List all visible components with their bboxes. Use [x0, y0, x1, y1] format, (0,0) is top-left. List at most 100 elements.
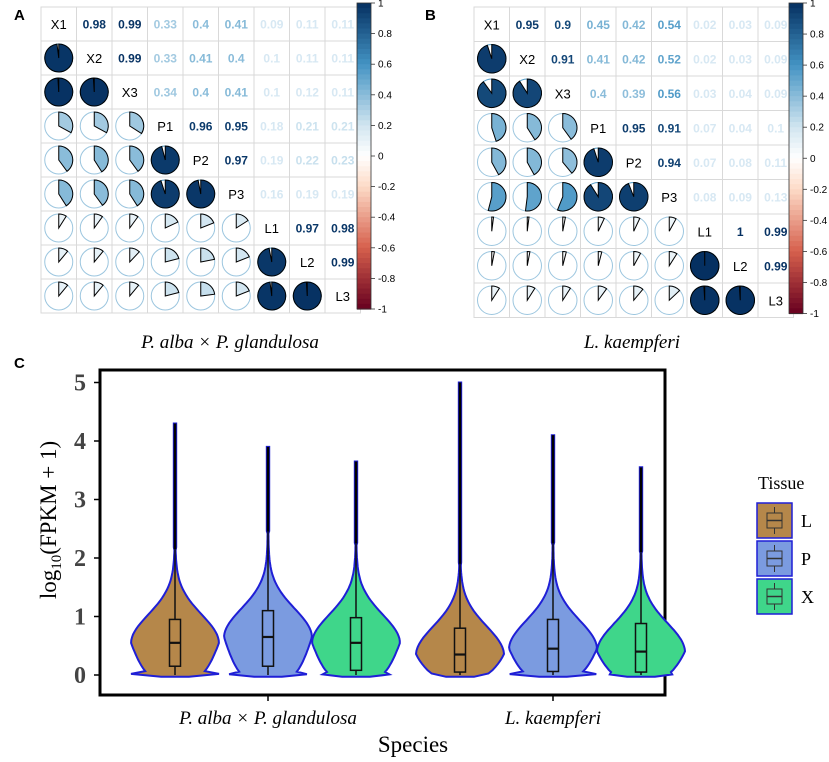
colorbar-segment	[789, 282, 803, 289]
colorbar-segment	[789, 132, 803, 139]
pie-wedge	[129, 145, 145, 173]
tissue-legend-title: Tissue	[758, 473, 804, 493]
colorbar-segment	[789, 65, 803, 71]
colorbar-segment	[357, 59, 371, 65]
pie-wedge	[690, 285, 720, 315]
colorbar-segment	[789, 308, 803, 315]
pie-wedge	[512, 78, 542, 108]
pie-wedge	[200, 213, 215, 229]
pie-wedge	[526, 112, 542, 141]
colorbar-segment	[789, 13, 803, 20]
y-axis-title-rest: (FPKM + 1)	[36, 441, 61, 555]
pie-wedge	[292, 281, 322, 311]
colorbar-segment	[357, 145, 371, 152]
pie-wedge	[597, 285, 608, 302]
coef-label: 0.42	[622, 18, 646, 32]
colorbar-segment	[789, 28, 803, 35]
pie-wedge	[235, 247, 250, 263]
y-axis-title: log10(FPKM + 1)	[36, 441, 65, 599]
colorbar-segment	[789, 292, 803, 299]
colorbar-segment	[357, 196, 371, 203]
coef-label: 0.95	[516, 18, 540, 32]
coef-label: 0.99	[118, 18, 142, 32]
colorbar-segment	[789, 96, 803, 102]
coef-label: 0.96	[189, 120, 213, 134]
pie-wedge	[597, 250, 603, 266]
coef-label: 0.11	[331, 86, 354, 100]
pie-wedge	[164, 247, 180, 263]
coef-label: 0.41	[225, 86, 249, 100]
pie-wedge	[562, 147, 578, 174]
colorbar-segment	[357, 54, 371, 60]
colorbar-tick-label: 1	[810, 0, 816, 10]
colorbar-segment	[789, 3, 803, 9]
y-axis-title-subscript: 10	[49, 555, 65, 570]
coef-label: 0.1	[263, 86, 280, 100]
pie-wedge	[93, 247, 104, 264]
coef-label: 0.19	[296, 188, 320, 202]
colorbar-segment	[789, 215, 803, 221]
colorbar-segment	[789, 147, 803, 154]
pie-wedge	[235, 213, 249, 229]
colorbar-segment	[357, 201, 371, 208]
coef-label: 0.08	[693, 190, 717, 204]
colorbar-segment	[357, 23, 371, 30]
coef-label: 0.54	[658, 18, 682, 32]
pie-wedge	[562, 250, 567, 266]
colorbar-segment	[789, 277, 803, 284]
colorbar-tick-label: 0	[378, 152, 384, 163]
pie-wedge	[526, 147, 542, 176]
colorbar-segment	[357, 258, 371, 264]
colorbar-segment	[357, 263, 371, 269]
colorbar-segment	[357, 125, 371, 132]
colorbar-segment	[789, 189, 803, 196]
pie-wedge	[257, 281, 287, 311]
colorbar-segment	[789, 272, 803, 278]
coef-label: 0.39	[622, 87, 646, 101]
correlation-matrix-b: X1 0.95 0.9 0.45 0.42 0.54 0.02 0.03 0.09 X2 0.91 0…	[473, 6, 794, 318]
colorbar-tick-label: -0.6	[378, 243, 396, 254]
pie-wedge	[491, 112, 507, 142]
colorbar-segment	[789, 85, 803, 92]
coef-label: 0.22	[296, 154, 320, 168]
coef-label: 0.09	[764, 87, 788, 101]
pie-wedge	[58, 281, 69, 298]
tissue-legend: LPX	[756, 502, 814, 615]
colorbar-segment	[357, 176, 371, 183]
colorbar-tick-label: -0.8	[378, 274, 396, 285]
pie-wedge	[477, 78, 507, 108]
colorbar-segment	[357, 207, 371, 213]
y-axis-title-base: log	[36, 569, 61, 599]
coef-label: 0.41	[587, 52, 611, 66]
pie-wedge	[491, 216, 495, 232]
pie-wedge	[235, 281, 250, 297]
colorbar-tick-label: 0.4	[378, 90, 392, 101]
variable-label-L3: L3	[769, 293, 783, 308]
pie-wedge	[93, 179, 109, 207]
colorbar-segment	[789, 158, 803, 165]
colorbar-segment	[357, 94, 371, 101]
coef-label: 0.99	[331, 256, 355, 270]
colorbar-segment	[357, 217, 371, 223]
correlation-matrix-a: X1 0.98 0.99 0.33 0.4 0.41 0.09 0.11 0.11 X2 0.99 0…	[40, 6, 361, 314]
colorbar-segment	[789, 303, 803, 309]
colorbar-segment	[789, 23, 803, 30]
colorbar-segment	[357, 64, 371, 70]
box-P	[261, 609, 275, 667]
pie-wedge	[689, 250, 720, 281]
colorbar-segment	[789, 137, 803, 144]
coef-label: 0.91	[551, 52, 575, 66]
coef-label: 0.4	[590, 87, 607, 101]
colorbar-segment	[357, 293, 371, 300]
coef-label: 0.03	[693, 87, 717, 101]
y-tick-label: 4	[74, 429, 86, 455]
colorbar-segment	[357, 110, 371, 116]
coef-label: 0.08	[729, 156, 753, 170]
pie-wedge	[487, 181, 507, 212]
panel-letter-a: A	[14, 7, 25, 24]
colorbar-segment	[357, 115, 371, 121]
variable-label-P2: P2	[193, 153, 209, 168]
colorbar-tick-label: -0.2	[810, 185, 828, 196]
x-axis-title: Species	[378, 732, 448, 757]
variable-label-P3: P3	[661, 190, 677, 205]
